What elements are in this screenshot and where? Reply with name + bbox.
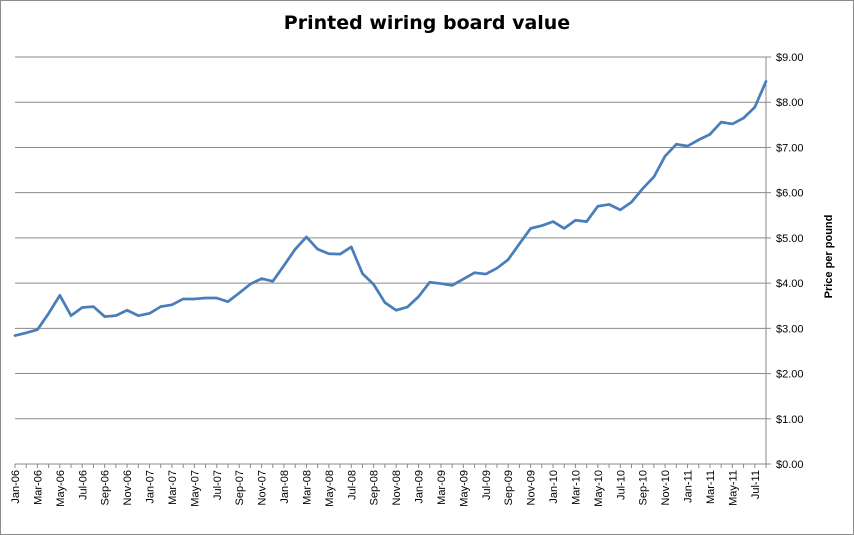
x-tick-label: Sep-07 [234, 470, 246, 505]
x-tick-label: May-08 [324, 470, 336, 507]
x-tick-label: May-11 [727, 470, 739, 506]
x-tick-label: Nov-10 [660, 470, 672, 505]
x-tick-label: Mar-08 [301, 470, 313, 505]
x-tick-label: Jul-06 [77, 470, 89, 500]
y-tick-label: $9.00 [776, 52, 804, 64]
y-tick-label: $4.00 [776, 278, 804, 290]
x-tick-label: Sep-10 [638, 470, 650, 505]
x-tick-label: Jul-08 [346, 470, 358, 500]
y-tick-label: $3.00 [776, 323, 804, 335]
y-tick-label: $7.00 [776, 142, 804, 154]
x-tick-label: Jan-06 [10, 470, 22, 504]
x-tick-label: Jan-10 [548, 470, 560, 504]
x-tick-label: Mar-11 [705, 470, 717, 504]
y-tick-label: $2.00 [776, 369, 804, 381]
y-tick-label: $5.00 [776, 233, 804, 245]
x-tick-label: Nov-06 [122, 470, 134, 505]
x-tick-label: Jul-07 [212, 470, 224, 500]
x-tick-label: May-06 [55, 470, 67, 507]
x-tick-label: May-09 [458, 470, 470, 507]
x-tick-label: May-07 [189, 470, 201, 507]
x-tick-label: Sep-09 [503, 470, 515, 505]
x-tick-label: Jan-08 [279, 470, 291, 504]
gridlines [15, 56, 766, 420]
y-tick-labels: $0.00 $1.00 $2.00 $3.00 $4.00 $5.00 $6.00 $7.00… [766, 52, 804, 471]
x-tick-label: Jan-11 [683, 470, 695, 503]
y-tick-label: $0.00 [776, 459, 804, 471]
y-axis-title: Price per pound [823, 215, 835, 299]
x-tick-label: Jul-11 [750, 470, 762, 499]
x-tick-label: Nov-09 [526, 470, 538, 505]
x-tick-label: Jan-07 [145, 470, 157, 504]
x-tick-label: Mar-09 [436, 470, 448, 505]
x-tick-label: Nov-08 [391, 470, 403, 505]
y-tick-label: $1.00 [776, 414, 804, 426]
x-tick-label: Mar-06 [32, 470, 44, 505]
x-tick-label: Nov-07 [257, 470, 269, 505]
x-tick-labels: Jan-06 Mar-06 May-06 Jul-06 Sep-06 Nov-06 Jan-… [10, 464, 767, 507]
x-tick-label: Sep-08 [369, 470, 381, 505]
y-tick-label: $6.00 [776, 188, 804, 200]
x-tick-label: Mar-07 [167, 470, 179, 505]
x-tick-label: Mar-10 [570, 470, 582, 505]
chart-title: Printed wiring board value [283, 12, 571, 34]
x-tick-label: Sep-06 [100, 470, 112, 505]
series-line [13, 80, 768, 337]
x-tick-label: Jan-09 [414, 470, 426, 504]
x-tick-label: Jul-10 [615, 470, 627, 500]
x-tick-label: Jul-09 [481, 470, 493, 500]
x-tick-label: May-10 [593, 470, 605, 507]
axes [15, 57, 767, 465]
series [13, 80, 768, 337]
y-tick-label: $8.00 [776, 97, 804, 109]
